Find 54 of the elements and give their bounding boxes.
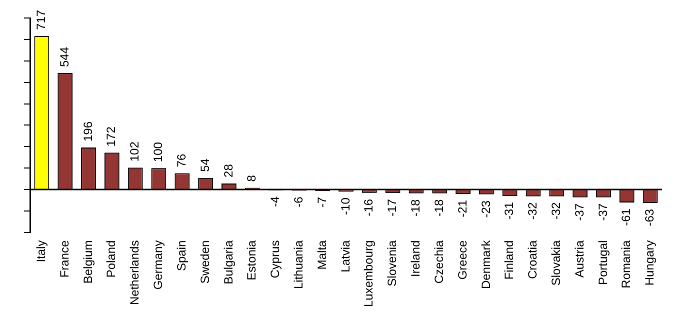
- x-tick-label: Greece: [455, 240, 470, 280]
- x-tick-label: Finland: [502, 240, 516, 280]
- data-label: 544: [57, 46, 72, 68]
- data-label: 717: [34, 10, 48, 30]
- x-tick-label: Belgium: [80, 240, 95, 284]
- x-tick-label: Czechia: [432, 240, 446, 284]
- x-tick-label: Malta: [314, 240, 329, 270]
- x-tick-label: Latvia: [338, 240, 352, 272]
- x-tick-label: Luxembourg: [362, 240, 376, 308]
- data-label: 196: [80, 121, 95, 142]
- x-tick-label: Ireland: [408, 240, 423, 277]
- x-tick-label: Portugal: [596, 240, 610, 285]
- x-tick-label: Denmark: [478, 239, 493, 289]
- x-tick-label: Sweden: [198, 240, 212, 284]
- data-label: 100: [151, 142, 166, 162]
- x-tick-label: Slovenia: [385, 240, 400, 286]
- data-label: -37: [572, 203, 586, 221]
- data-label: -63: [642, 208, 657, 226]
- data-label: -18: [408, 199, 423, 217]
- x-tick-label: Cyprus: [268, 240, 282, 278]
- data-label: -16: [362, 198, 376, 216]
- x-tick-label: Italy: [34, 240, 48, 262]
- data-label: 76: [174, 154, 188, 168]
- x-tick-label: Slovakia: [548, 240, 563, 286]
- x-tick-label: Bulgaria: [221, 240, 236, 284]
- data-label: -32: [548, 202, 563, 220]
- data-label: -7: [314, 196, 329, 208]
- x-tick-label: France: [57, 240, 72, 278]
- data-label: -21: [455, 200, 470, 218]
- x-tick-label: Croatia: [526, 240, 540, 279]
- data-label: 102: [128, 141, 142, 162]
- x-tick-label: Hungary: [642, 240, 657, 286]
- data-label: -4: [268, 196, 282, 207]
- x-tick-label: Lithuania: [292, 240, 306, 290]
- data-label: -10: [338, 197, 352, 215]
- data-label: 8: [244, 174, 259, 182]
- data-label: -17: [385, 198, 400, 216]
- x-tick-label: Austria: [572, 240, 586, 278]
- x-tick-label: Germany: [151, 240, 166, 290]
- x-tick-label: Poland: [104, 240, 118, 278]
- data-label: -61: [619, 208, 634, 226]
- x-tick-label: Spain: [174, 240, 188, 271]
- data-label: -37: [596, 203, 610, 221]
- data-label: -31: [502, 202, 516, 220]
- x-tick-label: Netherlands: [128, 240, 142, 306]
- x-tick-label: Romania: [619, 240, 634, 288]
- data-label: -23: [478, 200, 493, 218]
- data-label: 54: [198, 158, 212, 172]
- data-label: 172: [104, 126, 118, 147]
- data-label: -32: [526, 202, 540, 220]
- data-label: 28: [221, 164, 236, 178]
- data-label: -6: [292, 196, 306, 208]
- x-tick-label: Estonia: [244, 240, 259, 280]
- data-label: -18: [432, 199, 446, 217]
